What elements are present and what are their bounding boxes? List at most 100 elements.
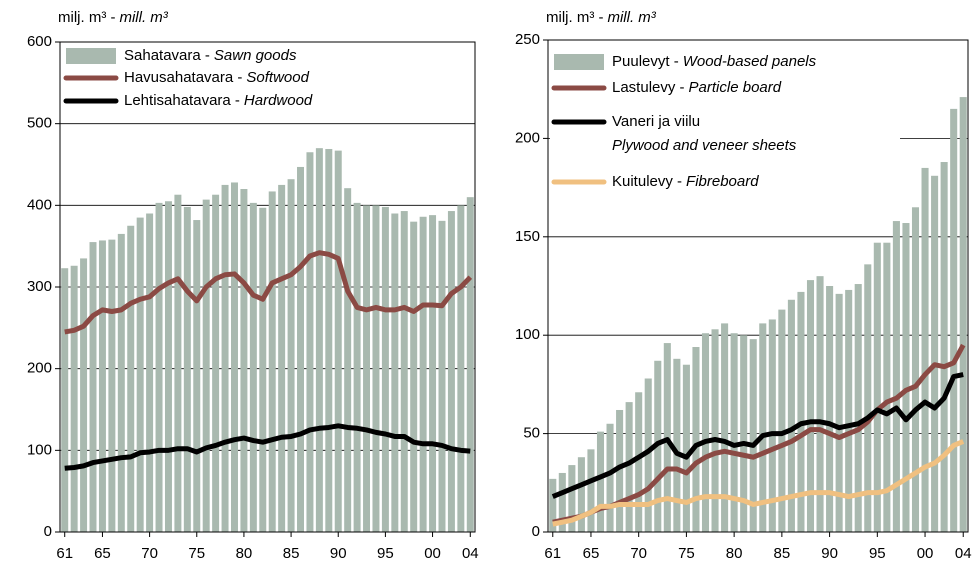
bar: [740, 335, 748, 532]
x-tick-label: 65: [583, 545, 600, 562]
x-tick-label: 90: [821, 545, 838, 562]
y-tick-label: 150: [515, 228, 540, 245]
x-tick-label: 90: [330, 545, 347, 562]
bar: [911, 207, 920, 532]
x-tick-label: 00: [917, 545, 934, 562]
bar: [596, 431, 605, 532]
legend-name-en: Fibreboard: [686, 173, 759, 190]
bar: [429, 215, 437, 532]
bar: [155, 202, 163, 532]
line-series: [551, 372, 964, 499]
bar: [959, 97, 967, 533]
plot-frame: [59, 41, 476, 533]
bar: [635, 392, 643, 532]
bar: [873, 242, 881, 533]
bar: [466, 197, 474, 532]
bar: [587, 449, 595, 532]
bar: [259, 207, 267, 533]
x-tick-label: 95: [869, 545, 886, 562]
bar: [391, 213, 399, 532]
bar: [325, 148, 333, 532]
bar: [835, 293, 843, 532]
x-tick-label: 75: [188, 545, 205, 562]
line-series: [552, 343, 966, 525]
legend-name: Kuitulevy -: [612, 173, 682, 190]
y-tick-label: 100: [27, 441, 52, 458]
x-tick-label: 70: [141, 545, 158, 562]
bar: [749, 339, 757, 532]
unit-label: milj. m³ - mill. m³: [546, 9, 657, 26]
bar: [447, 211, 455, 533]
bar: [711, 329, 719, 532]
bar: [117, 233, 125, 532]
line-series: [552, 439, 965, 527]
bar: [183, 206, 191, 532]
y-tick-label: 300: [27, 278, 52, 295]
bar: [268, 191, 276, 532]
legend-name-en: Particle board: [689, 79, 782, 96]
legend-swatch: [66, 48, 116, 64]
bar: [730, 333, 738, 532]
legend-label: Puulevyt - Wood-based panels: [612, 53, 817, 70]
bar: [787, 299, 795, 532]
bar: [381, 206, 389, 532]
bar: [845, 289, 853, 532]
x-tick-label: 95: [377, 545, 394, 562]
bar: [108, 239, 116, 532]
legend-name: Havusahatavara -: [124, 69, 242, 86]
bar: [568, 465, 576, 532]
legend-swatch: [554, 54, 604, 70]
y-tick-label: 0: [44, 523, 52, 540]
bar: [212, 194, 220, 532]
bar: [892, 221, 900, 532]
bar: [721, 323, 729, 532]
bar: [372, 205, 380, 533]
bar: [950, 108, 958, 532]
legend-name: Puulevyt -: [612, 53, 679, 70]
bar: [682, 364, 690, 532]
x-tick-label: 85: [774, 545, 791, 562]
x-tick-label: 00: [424, 545, 441, 562]
y-tick-label: 600: [27, 33, 52, 50]
bar: [797, 291, 805, 532]
unit: milj. m³ -: [58, 9, 115, 26]
bar: [400, 211, 408, 533]
y-tick-label: 500: [27, 115, 52, 132]
legend-name: Sahatavara -: [124, 47, 210, 64]
bar: [921, 167, 929, 533]
y-tick-label: 250: [515, 31, 540, 48]
bar: [931, 175, 939, 533]
bar: [146, 213, 154, 532]
bar: [768, 319, 776, 532]
y-tick-label: 100: [515, 326, 540, 343]
x-tick-label: 75: [678, 545, 695, 562]
bar: [363, 205, 371, 533]
bar: [306, 152, 314, 532]
bar: [221, 184, 229, 532]
bar: [759, 323, 767, 532]
bar: [230, 182, 238, 532]
legend-label: Sahatavara - Sawn goods: [124, 47, 297, 64]
bar: [673, 358, 681, 532]
y-tick-label: 400: [27, 196, 52, 213]
legend-name: Lehtisahatavara -: [124, 92, 240, 109]
x-tick-label: 85: [283, 545, 300, 562]
bar: [70, 265, 78, 532]
bar: [457, 205, 465, 533]
plot-frame: [547, 39, 969, 533]
x-tick-label: 80: [726, 545, 743, 562]
legend-label: Havusahatavara - Softwood: [124, 69, 310, 86]
bar: [334, 150, 342, 532]
bar: [287, 179, 295, 532]
y-tick-label: 0: [532, 523, 540, 540]
bar: [854, 284, 862, 532]
bar: [89, 242, 97, 533]
legend-name-en: Wood-based panels: [683, 53, 817, 70]
bar: [136, 217, 144, 533]
legend-name-en: Sawn goods: [214, 47, 297, 64]
bar: [80, 258, 88, 532]
unit-en: mill. m³: [119, 9, 168, 26]
legend-name: Lastulevy -: [612, 79, 685, 96]
legend-label: Vaneri ja viilu: [612, 113, 700, 130]
